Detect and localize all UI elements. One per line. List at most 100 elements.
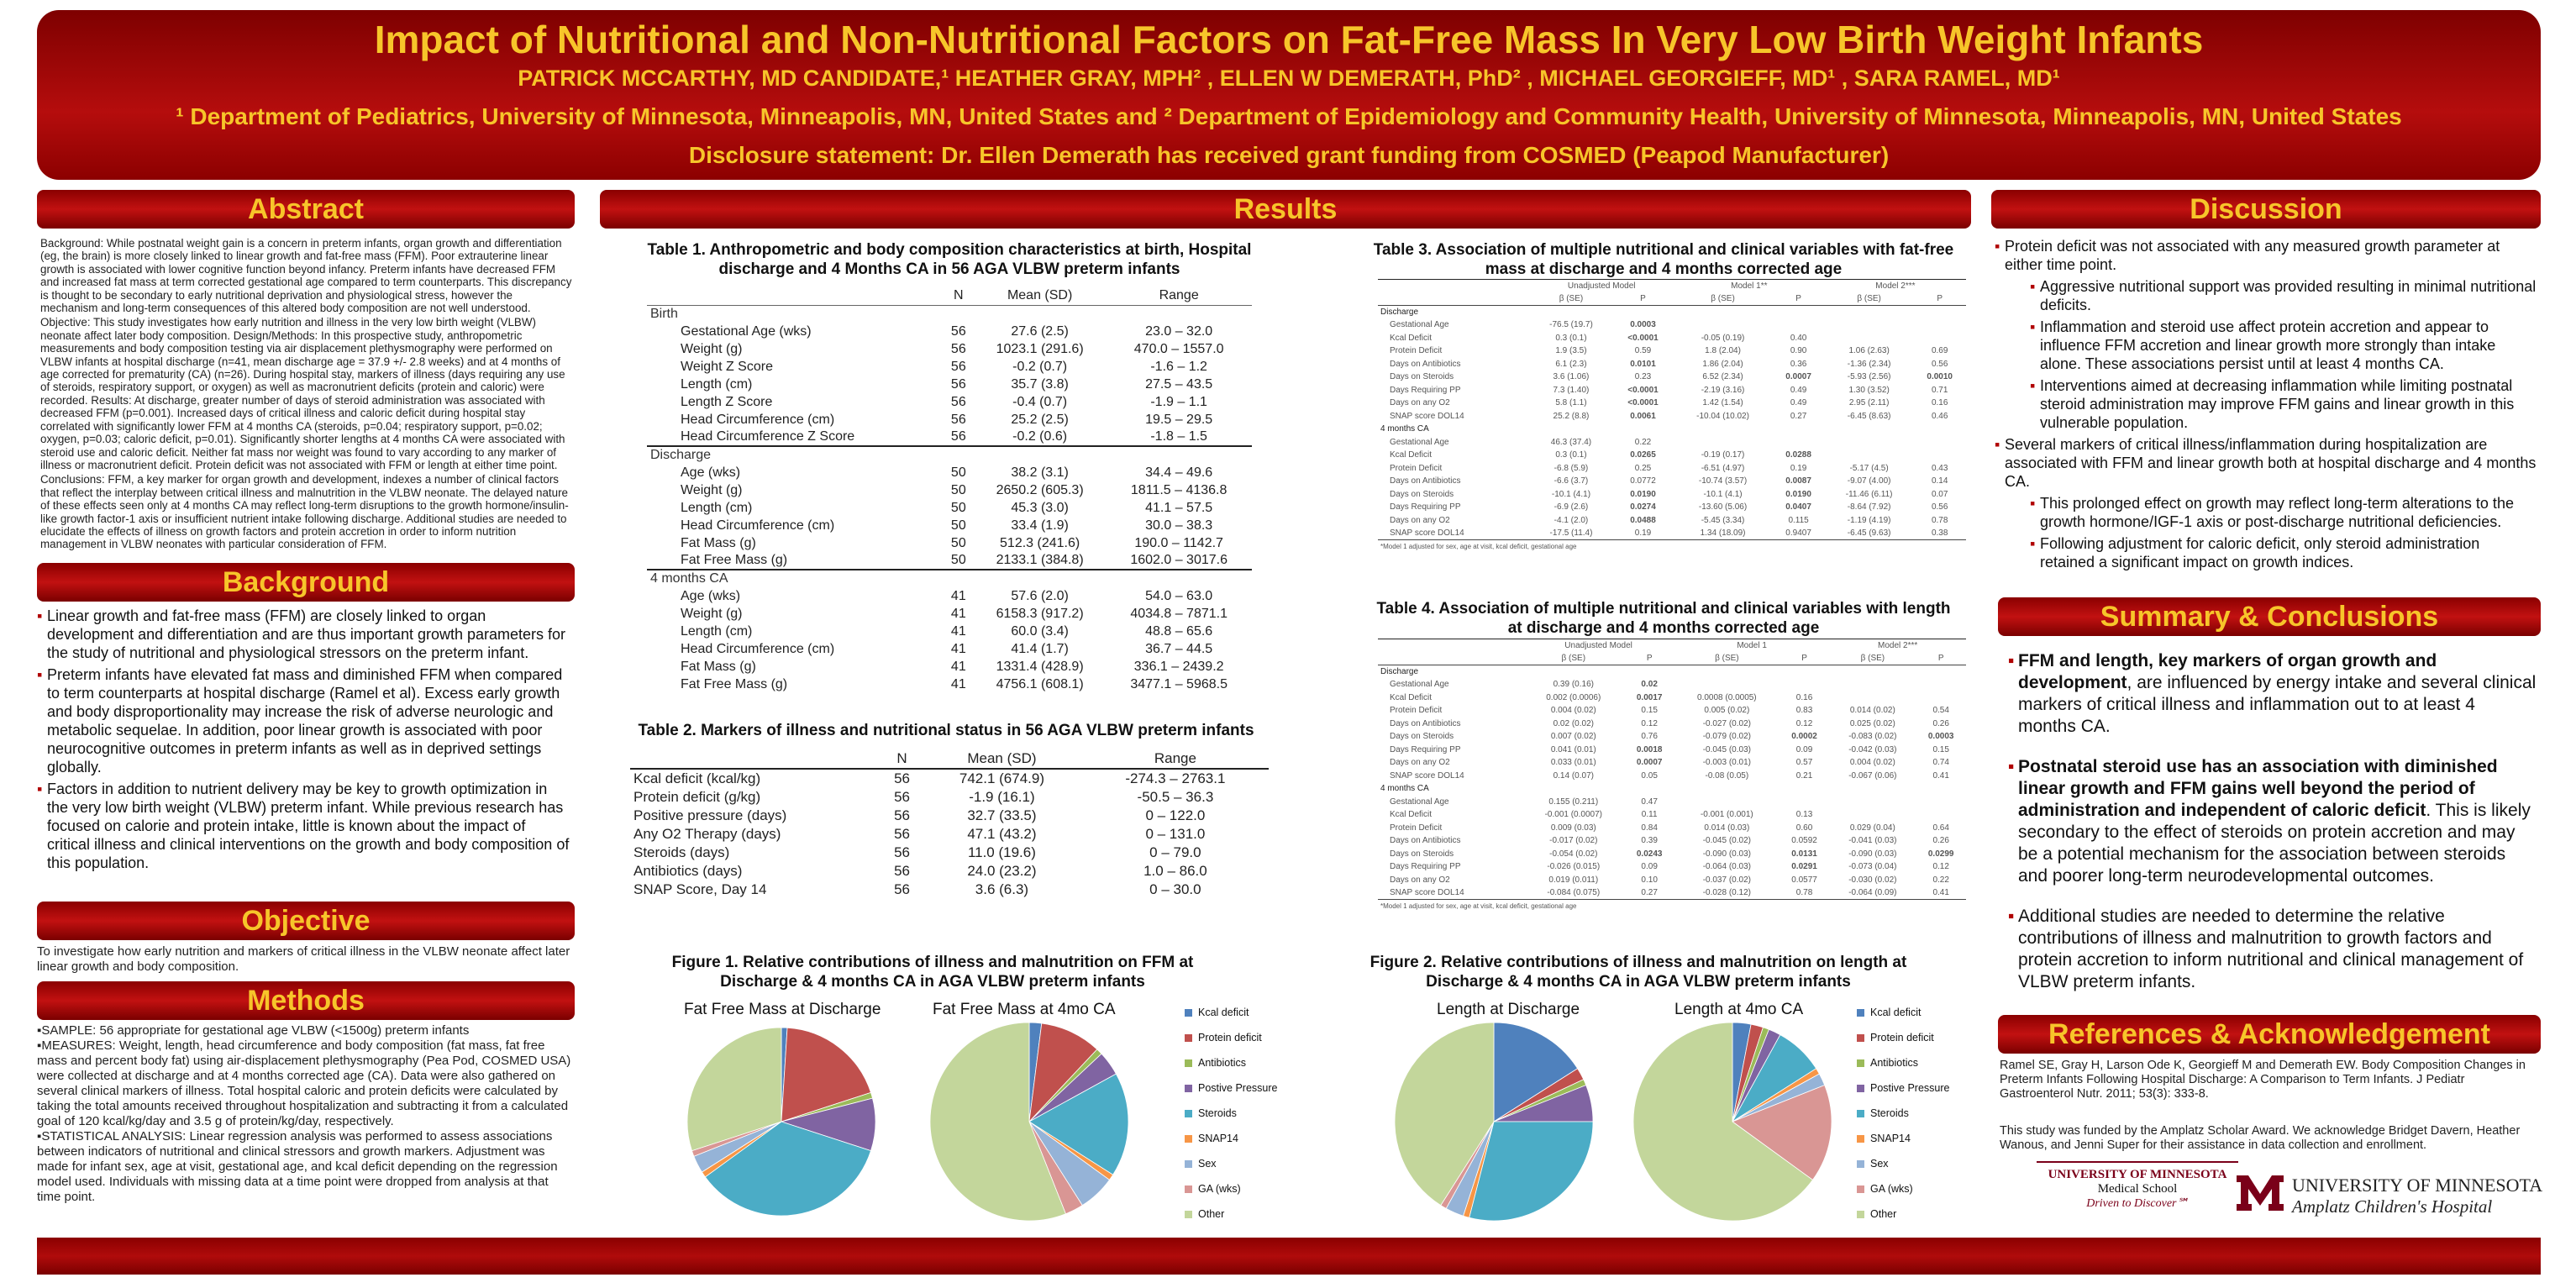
table-cell: Head Circumference Z Score (681, 429, 855, 444)
table-row: Weight Z Score 56 -0.2 (0.7) -1.6 – 1.2 (647, 358, 1252, 376)
table-row: Days on Antibiotics 0.02 (0.02) 0.12 -0.027… (1378, 718, 1966, 731)
table-cell: 0.09 (1795, 744, 1813, 754)
table-cell: -0.054 (0.02) (1549, 849, 1598, 859)
table-cell: 0.033 (0.01) (1550, 758, 1596, 768)
table-row: Days on Steroids -10.1 (4.1) 0.0190 -10.1 (… (1378, 488, 1966, 502)
conclusion-item: Additional studies are needed to determi… (2008, 906, 2537, 993)
table-cell: -6.45 (9.63) (1847, 528, 1891, 538)
table-cell: 0.155 (0.211) (1548, 796, 1599, 807)
table-cell: 0.27 (1790, 411, 1807, 421)
legend-entry: Kcal deficit (1185, 1000, 1277, 1025)
table-row: Length Z Score 56 -0.4 (0.7) -1.9 – 1.1 (647, 393, 1252, 411)
table-cell: 35.7 (3.8) (1011, 376, 1069, 392)
table-cell: 1811.5 – 4136.8 (1130, 482, 1228, 497)
table-section-row: Birth (647, 305, 1252, 323)
legend-label: GA (wks) (1870, 1183, 1913, 1195)
table-cell: 0.26 (1932, 718, 1949, 728)
table-cell (1829, 796, 1916, 809)
table-cell: -0.001 (0.001) (1700, 810, 1753, 820)
table-footnote: *Model 1 adjusted for sex, age at visit,… (1378, 539, 1966, 553)
table-cell: 38.2 (3.1) (1011, 465, 1069, 480)
table-cell: 0.39 (1641, 836, 1658, 846)
table-cell: Kcal Deficit (1390, 333, 1433, 343)
table-cell (1913, 318, 1966, 332)
table-cell: -0.067 (0.06) (1848, 770, 1897, 781)
table-cell: 30.0 – 38.3 (1145, 518, 1213, 533)
table-subheader-cell: P (1801, 654, 1807, 663)
discussion-bullet: Interventions aimed at decreasing inflam… (2030, 376, 2537, 432)
table-row: Weight (g) 50 2650.2 (605.3) 1811.5 – 4136.… (647, 481, 1252, 499)
table-row: Steroids (days) 56 11.0 (19.6) 0 – 79.0 (630, 844, 1269, 862)
table-cell: -0.026 (0.015) (1547, 862, 1601, 872)
pie-slice-steroids (1469, 1121, 1594, 1222)
table-cell: 56 (950, 429, 966, 444)
table-cell: 5.8 (1.1) (1555, 398, 1587, 408)
table-cell: 50 (950, 518, 966, 533)
table-cell: 0.019 (0.011) (1548, 875, 1599, 885)
methods-item: ▪MEASURES: Weight, length, head circumfe… (37, 1038, 571, 1128)
table-group-row: Unadjusted Model Model 1** Model 2*** (1378, 279, 1966, 293)
conclusion-item: FFM and length, key markers of organ gro… (2008, 650, 2537, 738)
discussion-bullet: Protein deficit was not associated with … (1995, 237, 2537, 274)
figure1-chart (686, 1022, 1129, 1222)
table-cell: Days on Antibiotics (1390, 718, 1461, 728)
table-row: Length (cm) 56 35.7 (3.8) 27.5 – 43.5 (647, 376, 1252, 393)
table-subheader-cell: β (SE) (1561, 654, 1586, 663)
table-cell: 0.02 (0.02) (1553, 718, 1594, 728)
table-subheader-cell: P (1937, 294, 1943, 303)
table-cell: 1023.1 (291.6) (996, 341, 1084, 356)
table-cell: 27.5 – 43.5 (1145, 376, 1213, 392)
table-row: Gestational Age 46.3 (37.4) 0.22 (1378, 436, 1966, 449)
pie-slice-ga-wks- (1732, 1085, 1832, 1180)
legend-label: Other (1198, 1208, 1225, 1220)
table-cell (1674, 678, 1780, 691)
table-cell: 0.16 (1795, 692, 1813, 702)
table-cell: Age (wks) (681, 465, 741, 480)
table-cell: -76.5 (19.7) (1549, 320, 1593, 330)
table-cell: 56 (894, 770, 910, 786)
pie3-title: Length at Discharge (1437, 1001, 1580, 1018)
table-row: Days on Antibiotics -0.017 (0.02) 0.39 -0.0… (1378, 834, 1966, 848)
table-section-label: Birth (650, 306, 678, 321)
table-cell: 0.57 (1795, 758, 1813, 768)
table-section-row: 4 months CA (1378, 423, 1966, 436)
table-cell: 0.115 (1788, 515, 1809, 525)
table-row: Protein Deficit -6.8 (5.9) 0.25 -6.51 (4.97… (1378, 462, 1966, 476)
table-cell: 0.26 (1932, 836, 1949, 846)
table-cell: 0.9407 (1785, 528, 1811, 538)
table-cell: Weight (g) (681, 482, 743, 497)
table-cell: <0.0001 (1627, 385, 1659, 395)
table-cell (1825, 332, 1914, 345)
abstract-paragraph: Conclusions: FFM, a key marker for organ… (40, 473, 569, 551)
table-cell: Gestational Age (1390, 796, 1449, 807)
table-cell: 0.05 (1641, 770, 1658, 781)
table-row: SNAP score DOL14 25.2 (8.8) 0.0061 -10.04 (… (1378, 410, 1966, 423)
table-header-cell: Range (1159, 288, 1199, 303)
table-group-cell: Model 1 (1737, 641, 1767, 650)
table-row: Age (wks) 50 38.2 (3.1) 34.4 – 49.6 (647, 464, 1252, 481)
author-list: PATRICK MCCARTHY, MD CANDIDATE,¹ HEATHER… (518, 66, 2060, 91)
table-cell: -6.51 (4.97) (1701, 463, 1745, 473)
table-cell: Protein Deficit (1390, 463, 1443, 473)
table-cell: 0.029 (0.04) (1849, 823, 1895, 833)
table-cell: 50 (950, 482, 966, 497)
table-cell: 11.0 (19.6) (967, 844, 1036, 860)
legend-label: Kcal deficit (1870, 1007, 1921, 1018)
table-cell: -0.079 (0.02) (1702, 732, 1751, 742)
table-cell: 41 (950, 588, 966, 603)
table-cell: Days on any O2 (1390, 398, 1450, 408)
legend-swatch (1185, 1008, 1192, 1017)
table-cell: 0.10 (1641, 875, 1658, 885)
results-header: Results (600, 190, 1971, 229)
table-cell: 190.0 – 1142.7 (1134, 535, 1223, 550)
table-cell: -10.74 (3.57) (1698, 476, 1748, 486)
table-cell: 2650.2 (605.3) (996, 482, 1084, 497)
objective-text: To investigate how early nutrition and m… (37, 944, 570, 974)
table3: Unadjusted Model Model 1** Model 2*** β (SE… (1378, 279, 1966, 553)
table-cell: 45.3 (3.0) (1011, 500, 1069, 515)
table-header-row: N Mean (SD) Range (630, 749, 1269, 769)
table-row: Kcal Deficit 0.3 (0.1) 0.0265 -0.19 (0.17) 0… (1378, 449, 1966, 462)
background-header: Background (37, 563, 575, 602)
table-subheader-cell: P (1795, 294, 1801, 303)
poster-title: Impact of Nutritional and Non-Nutritiona… (374, 18, 2204, 61)
